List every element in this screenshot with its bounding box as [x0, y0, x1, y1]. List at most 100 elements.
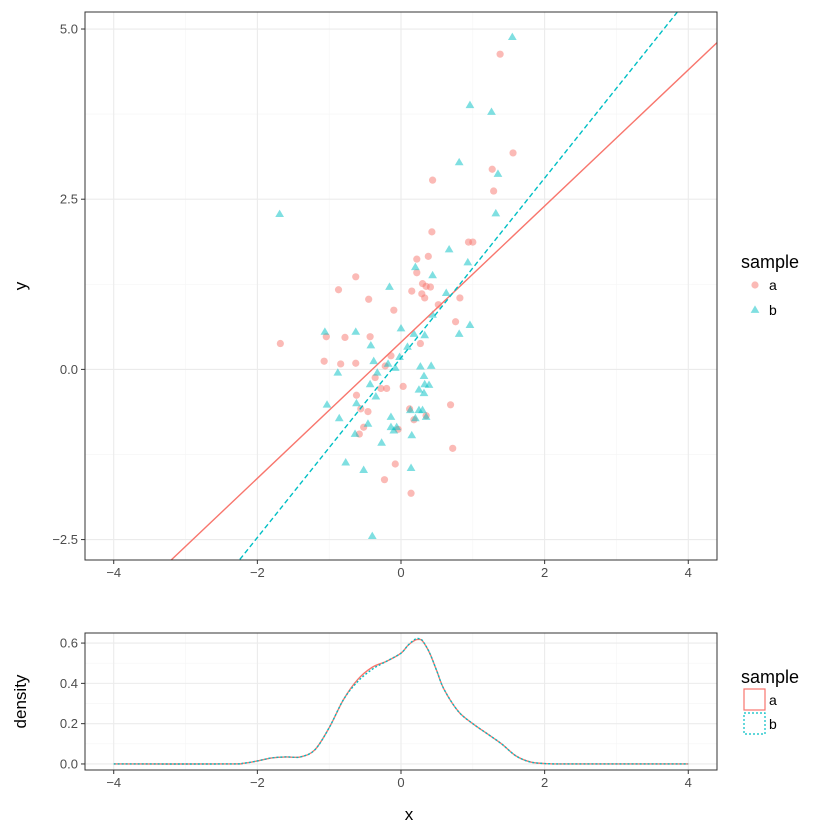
data-point-b: [414, 385, 424, 393]
data-point-a: [449, 444, 457, 452]
data-point-a: [456, 294, 464, 302]
data-point-b: [416, 362, 425, 370]
data-point-a: [428, 228, 436, 236]
data-point-a: [371, 373, 379, 382]
data-point-b: [428, 310, 437, 318]
x-tick-label: 0: [397, 565, 404, 580]
data-point-b: [463, 257, 473, 266]
data-point-b: [428, 270, 437, 279]
legend-label-b: b: [769, 302, 777, 318]
data-point-a: [426, 283, 435, 291]
data-point-a: [421, 294, 429, 302]
x-tick-label: 2: [541, 775, 548, 790]
legend: sample ab: [741, 667, 799, 735]
data-point-a: [364, 407, 372, 416]
data-point-a: [496, 50, 504, 58]
data-point-b: [454, 329, 464, 337]
y-tick-label: 0.2: [60, 716, 78, 731]
y-tick-label: 0.6: [60, 636, 78, 651]
data-point-b: [334, 413, 344, 422]
legend-key-a: [743, 688, 766, 711]
data-point-a: [413, 269, 421, 277]
data-point-a: [509, 149, 517, 157]
data-point-a: [320, 357, 328, 365]
legend-key-b: [750, 305, 760, 313]
legend-label-b: b: [769, 716, 777, 732]
y-tick-label: 0.0: [60, 362, 78, 377]
data-point-b: [371, 392, 381, 400]
data-point-b: [410, 262, 420, 271]
data-point-a: [416, 339, 424, 348]
data-point-a: [366, 333, 374, 341]
y-tick-label: 2.5: [60, 192, 78, 207]
data-point-b: [275, 209, 284, 218]
density-plot: −4 −2 0 2 4 0.0 0.2 0.4 0.6 x density sample ab: [11, 632, 799, 824]
data-point-a: [390, 306, 398, 314]
data-point-a: [383, 384, 391, 393]
data-point-b: [441, 288, 451, 296]
legend-label-a: a: [769, 692, 777, 708]
data-point-b: [419, 371, 429, 380]
data-point-b: [491, 208, 501, 217]
data-point-b: [418, 405, 427, 414]
data-point-b: [369, 356, 379, 365]
data-point-b: [352, 398, 361, 407]
data-point-a: [352, 273, 360, 281]
legend-key-a: [751, 281, 759, 289]
data-point-b: [444, 244, 454, 253]
data-point-b: [487, 107, 496, 115]
data-point-b: [465, 320, 475, 328]
data-point-a: [352, 391, 361, 399]
legend-title: sample: [741, 252, 799, 272]
x-tick-label: −4: [106, 775, 121, 790]
x-tick-label: 4: [685, 775, 692, 790]
data-point-a: [341, 333, 349, 341]
data-point-b: [386, 412, 396, 420]
data-point-a: [407, 489, 415, 497]
data-point-b: [363, 419, 373, 427]
x-axis-title: x: [405, 805, 414, 824]
density-curve-b: [113, 637, 689, 765]
data-point-a: [334, 286, 343, 294]
data-point-b: [403, 342, 412, 350]
legend: sample ab: [741, 252, 799, 318]
data-point-a: [434, 301, 442, 309]
data-point-a: [322, 333, 330, 341]
data-point-b: [341, 458, 351, 466]
data-point-a: [408, 287, 416, 295]
y-tick-label: −2.5: [52, 532, 78, 547]
regression-line-a: [170, 42, 717, 560]
x-tick-label: 2: [541, 565, 548, 580]
data-point-b: [465, 100, 475, 109]
panel-border: [84, 632, 718, 771]
data-point-b: [367, 531, 377, 540]
data-point-b: [454, 157, 464, 166]
data-point-b: [385, 282, 394, 290]
data-point-b: [333, 368, 343, 376]
data-point-a: [429, 176, 437, 184]
data-point-b: [407, 430, 417, 439]
data-point-b: [421, 412, 431, 420]
series-b-points: [275, 32, 517, 540]
data-point-a: [391, 460, 399, 468]
data-point-b: [383, 359, 393, 367]
data-point-a: [399, 382, 407, 391]
x-tick-label: 4: [685, 565, 692, 580]
data-point-b: [377, 438, 386, 446]
plot-area: [170, 12, 717, 560]
plot-area: [113, 637, 689, 765]
legend-title: sample: [741, 667, 799, 687]
data-point-b: [424, 380, 434, 388]
x-tick-label: 0: [397, 775, 404, 790]
panel-border: [84, 11, 718, 561]
y-tick-label: 0.0: [60, 756, 78, 771]
data-point-b: [389, 426, 399, 434]
data-point-b: [426, 361, 436, 369]
data-point-a: [413, 255, 421, 263]
data-point-b: [320, 327, 330, 335]
regression-line-b: [238, 12, 679, 560]
data-point-a: [337, 360, 345, 368]
data-point-a: [451, 318, 460, 326]
data-point-a: [446, 401, 455, 409]
